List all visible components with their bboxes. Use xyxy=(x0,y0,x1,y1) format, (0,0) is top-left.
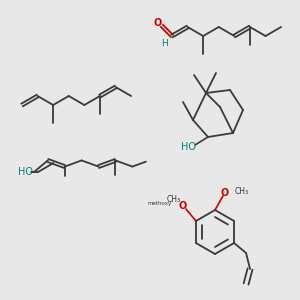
Text: O: O xyxy=(179,201,187,211)
Text: O: O xyxy=(221,188,229,198)
Text: methoxy: methoxy xyxy=(148,202,172,206)
Text: H: H xyxy=(161,39,167,48)
Text: CH₃: CH₃ xyxy=(167,194,181,203)
Text: HO: HO xyxy=(181,142,196,152)
Text: HO: HO xyxy=(18,167,33,177)
Text: CH₃: CH₃ xyxy=(235,187,249,196)
Text: O: O xyxy=(154,18,162,28)
